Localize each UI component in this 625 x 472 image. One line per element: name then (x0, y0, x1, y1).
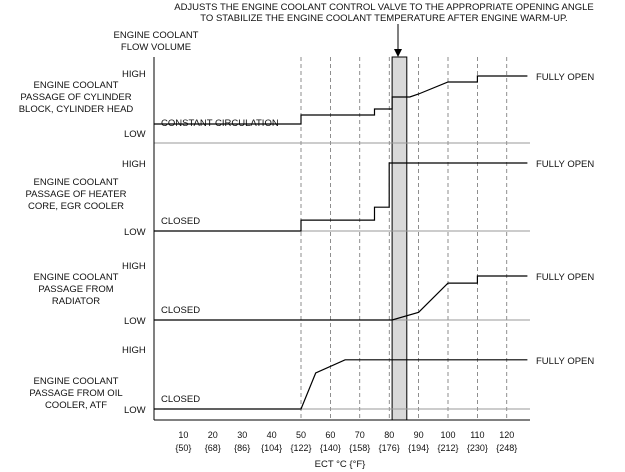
panel-3-title-line-2: PASSAGE FROM (38, 284, 113, 295)
tick-label-f-100: {212} (437, 443, 458, 453)
x-axis-title: ECT °C {°F} (315, 459, 366, 470)
panel-3-low-label: LOW (124, 316, 146, 327)
tick-label-c-30: 30 (237, 430, 247, 440)
tick-label-c-10: 10 (178, 430, 188, 440)
panel-2-flow-curve (154, 162, 528, 232)
panel-4-title-line-2: PASSAGE FROM OIL (29, 388, 122, 399)
y-axis-title-line-2: FLOW VOLUME (121, 42, 191, 53)
tick-label-f-30: {86} (234, 443, 250, 453)
tick-label-f-90: {194} (408, 443, 429, 453)
panel-1-high-label: HIGH (122, 69, 146, 80)
tick-label-c-100: 100 (440, 430, 455, 440)
tick-label-f-20: {68} (205, 443, 221, 453)
panel-2-title-line-3: CORE, EGR COOLER (28, 201, 124, 212)
panel-3-state-label: CLOSED (161, 305, 200, 316)
panel-1-flow-curve (154, 75, 528, 125)
panel-1-title-line-2: PASSAGE OF CYLINDER (20, 92, 131, 103)
panel-2-title-line-2: PASSAGE OF HEATER (25, 189, 126, 200)
warmup-band-layer (391, 56, 408, 421)
warmup-stabilize-band (391, 56, 408, 421)
panel-3-title-line-3: RADIATOR (52, 296, 100, 307)
tick-label-c-110: 110 (470, 430, 484, 440)
tick-label-c-60: 60 (325, 430, 335, 440)
tick-label-f-40: {104} (261, 443, 282, 453)
panel-3-end-label: FULLY OPEN (536, 272, 594, 283)
panel-3-high-label: HIGH (122, 261, 146, 272)
annotation-line-2: TO STABILIZE THE ENGINE COOLANT TEMPERAT… (200, 13, 567, 24)
tick-label-c-120: 120 (499, 430, 514, 440)
tick-label-f-60: {140} (320, 443, 341, 453)
tick-label-c-20: 20 (208, 430, 218, 440)
panel-4-high-label: HIGH (122, 345, 146, 356)
tick-label-c-90: 90 (414, 430, 424, 440)
panel-3-flow-curve (154, 275, 528, 321)
panel-4-state-label: CLOSED (161, 394, 200, 405)
tick-label-c-70: 70 (355, 430, 365, 440)
panel-3-title-line-1: ENGINE COOLANT (34, 272, 119, 283)
tick-label-c-40: 40 (267, 430, 277, 440)
tick-label-c-50: 50 (296, 430, 306, 440)
panel-4-end-label: FULLY OPEN (536, 356, 594, 367)
panel-2-title-line-1: ENGINE COOLANT (34, 177, 119, 188)
y-axis-title-line-1: ENGINE COOLANT (114, 30, 199, 41)
panel-2-low-label: LOW (124, 227, 146, 238)
x-tick-labels: 10 {50} 20 {68} 30 {86} 40 {104} 50 {122} 60 {140} 7… (175, 430, 517, 453)
tick-label-f-110: {230} (467, 443, 488, 453)
tick-label-c-80: 80 (384, 430, 394, 440)
panel-4-title-line-3: COOLER, ATF (45, 400, 107, 411)
panel-4-low-label: LOW (124, 405, 146, 416)
tick-label-f-80: {176} (379, 443, 400, 453)
panel-4-title-line-1: ENGINE COOLANT (34, 376, 119, 387)
tick-label-f-50: {122} (290, 443, 311, 453)
panel-2-state-label: CLOSED (161, 216, 200, 227)
tick-label-f-120: {248} (496, 443, 517, 453)
panel-1-low-label: LOW (124, 129, 146, 140)
panel-1-title-line-1: ENGINE COOLANT (34, 80, 119, 91)
panel-4-flow-curve (154, 359, 528, 410)
annotation-line-1: ADJUSTS THE ENGINE COOLANT CONTROL VALVE… (174, 2, 594, 13)
tick-label-f-70: {158} (349, 443, 370, 453)
panel-1-end-label: FULLY OPEN (536, 72, 594, 83)
tick-label-f-10: {50} (175, 443, 191, 453)
panel-1-title-line-3: BLOCK, CYLINDER HEAD (19, 104, 134, 115)
panel-2-end-label: FULLY OPEN (536, 159, 594, 170)
panel-2-high-label: HIGH (122, 159, 146, 170)
